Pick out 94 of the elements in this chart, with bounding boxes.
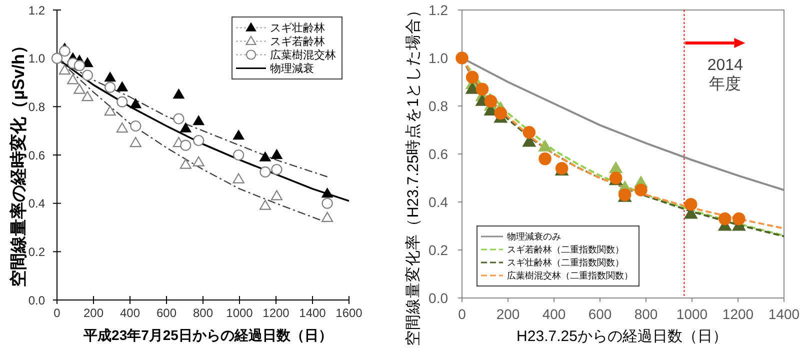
point (259, 200, 272, 210)
point (322, 188, 333, 198)
point (58, 64, 70, 75)
x-tick-label: 1400 (768, 306, 800, 322)
ref-line-label: 2014年度 (706, 56, 744, 94)
point (180, 158, 192, 169)
y-tick-label: 0.4 (428, 194, 448, 210)
point (609, 162, 623, 174)
legend-label: スギ壮齢林（二重指数関数） (507, 258, 624, 268)
point (321, 212, 334, 222)
legend-label: 広葉樹混交林（二重指数関数） (507, 270, 633, 281)
point (116, 122, 128, 133)
x-tick-label: 1200 (722, 306, 754, 322)
x-tick-label: 1000 (676, 306, 708, 322)
point (193, 134, 204, 146)
x-tick-label: 1600 (336, 306, 363, 320)
point (74, 84, 86, 94)
x-tick-label: 0 (54, 306, 61, 320)
point (173, 88, 184, 99)
point (130, 120, 142, 132)
x-tick-label: 400 (542, 306, 566, 322)
x-axis-title: H23.7.25からの経過日数（日） (516, 328, 728, 345)
y-axis-title: 空間線量変化率（H23.7.25時点を1とした場合） (404, 2, 422, 346)
point (51, 52, 63, 64)
point (270, 190, 283, 200)
point (634, 184, 648, 196)
point (684, 198, 698, 211)
point (180, 122, 192, 132)
y-tick-label: 0.8 (28, 100, 46, 114)
point (59, 46, 70, 57)
legend-label: スギ壮齢林 (270, 22, 325, 35)
x-tick-label: 1400 (299, 306, 326, 320)
y-tick-label: 0.0 (28, 293, 46, 308)
x-tick-label: 1200 (262, 306, 290, 320)
y-tick-label: 0.6 (428, 146, 448, 162)
y-tick-label: 0.6 (28, 148, 46, 162)
y-tick-label: 0.2 (28, 244, 46, 259)
point (522, 126, 536, 139)
point (718, 212, 732, 226)
point (538, 140, 552, 152)
x-tick-label: 800 (192, 306, 214, 320)
point (116, 82, 128, 92)
point (466, 82, 480, 94)
point (104, 82, 116, 93)
point (466, 70, 479, 84)
x-tick-label: 800 (634, 306, 658, 322)
point (322, 198, 333, 209)
point (456, 52, 468, 64)
x-tick-label: 600 (588, 306, 612, 322)
y-tick-label: 1.0 (28, 52, 46, 66)
x-tick-label: 200 (496, 306, 520, 322)
point (233, 149, 244, 161)
point (538, 152, 552, 166)
x-tick-label: 200 (83, 306, 104, 320)
point (82, 70, 94, 81)
point (476, 82, 489, 96)
point (192, 115, 204, 126)
legend-label: スギ若齢林 (270, 35, 325, 48)
y-tick-label: 1.2 (428, 2, 448, 18)
legend-label: 広葉樹混交林 (270, 48, 336, 62)
point (130, 98, 142, 108)
y-tick-label: 1.0 (428, 50, 448, 66)
point (82, 91, 94, 102)
y-tick-label: 0.4 (28, 196, 46, 211)
point (271, 149, 282, 159)
point (74, 60, 85, 72)
y-tick-label: 0.0 (428, 290, 448, 306)
point (116, 96, 128, 108)
point (260, 152, 271, 162)
point (494, 106, 508, 120)
point (180, 140, 192, 151)
x-tick-label: 0 (458, 306, 466, 322)
legend-label: 物理減衰のみ (507, 232, 561, 242)
y-tick-label: 0.8 (428, 98, 448, 114)
x-axis-title: 平成23年7月25日からの経過日数（日） (82, 327, 332, 343)
point (104, 72, 116, 82)
point (192, 156, 204, 166)
x-tick-label: 600 (156, 306, 177, 320)
legend-label: 物理減衰 (270, 62, 314, 76)
y-axis-title: 空間線量率の経時変化（µSv/h） (9, 37, 28, 287)
point (67, 74, 79, 84)
point (232, 173, 244, 184)
point (232, 130, 244, 140)
point (260, 166, 271, 178)
legend-label: スギ若齢林（二重指数関数） (507, 244, 624, 255)
y-tick-label: 1.2 (28, 3, 46, 18)
point (484, 94, 498, 108)
point (173, 113, 184, 124)
point (732, 212, 746, 226)
point (104, 106, 116, 116)
y-tick-label: 0.2 (428, 242, 448, 258)
x-tick-label: 400 (120, 306, 140, 320)
point (130, 136, 142, 148)
x-tick-label: 1000 (226, 306, 254, 320)
